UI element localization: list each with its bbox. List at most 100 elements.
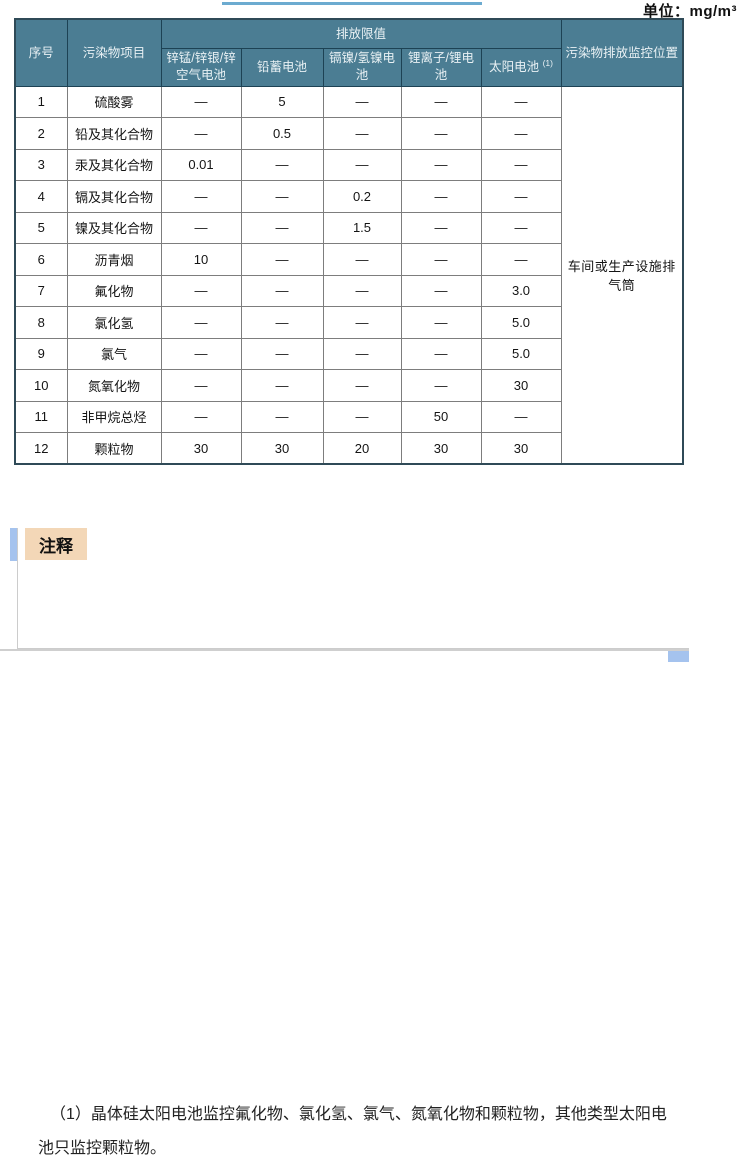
- header-pollutant: 污染物项目: [66, 18, 162, 87]
- table-row: 11 非甲烷总烃 — — — 50 —: [14, 400, 683, 433]
- limit-value-cell: —: [160, 117, 242, 150]
- row-number-cell: 12: [14, 432, 68, 465]
- bottom-divider: [0, 649, 689, 651]
- pollutant-name-cell: 氟化物: [66, 274, 162, 307]
- limit-value-cell: —: [240, 306, 324, 339]
- limit-value-cell: —: [160, 211, 242, 244]
- table-row: 4 镉及其化合物 — — 0.2 — —: [14, 180, 683, 213]
- limit-value-cell: —: [322, 337, 402, 370]
- table-row: 8 氯化氢 — — — — 5.0: [14, 306, 683, 339]
- limit-value-cell: —: [400, 148, 482, 181]
- row-number-cell: 3: [14, 148, 68, 181]
- limit-value-cell: —: [322, 148, 402, 181]
- limit-value-cell: —: [322, 117, 402, 150]
- table-row: 2 铅及其化合物 — 0.5 — — —: [14, 117, 683, 150]
- limit-value-cell: —: [160, 400, 242, 433]
- pollutant-name-cell: 非甲烷总烃: [66, 400, 162, 433]
- table-row: 1 硫酸雾 — 5 — — — 车间或生产设施排气筒: [14, 85, 684, 465]
- row-number-cell: 11: [14, 400, 68, 433]
- monitor-location-cell: 车间或生产设施排气筒: [560, 85, 684, 465]
- limit-value-cell: 0.5: [240, 117, 324, 150]
- limit-value-cell: 5.0: [480, 306, 562, 339]
- pollutant-name-cell: 镍及其化合物: [66, 211, 162, 244]
- limit-value-cell: —: [160, 180, 242, 213]
- limit-value-cell: 30: [480, 432, 562, 465]
- footnote-marker: (1): [542, 58, 553, 69]
- limit-value-cell: 30: [480, 369, 562, 402]
- header-no: 序号: [14, 18, 68, 87]
- limit-value-cell: —: [240, 180, 324, 213]
- battery-type-label: 铅蓄电池: [256, 60, 307, 75]
- limit-value-cell: —: [160, 85, 242, 118]
- row-number-cell: 5: [14, 211, 68, 244]
- limit-value-cell: 50: [400, 400, 482, 433]
- limit-value-cell: —: [400, 274, 482, 307]
- unit-label: 单位：mg/m³: [642, 3, 737, 20]
- limit-value-cell: —: [400, 243, 482, 276]
- limit-value-cell: —: [322, 85, 402, 118]
- limit-value-cell: —: [322, 369, 402, 402]
- table-row: 10 氮氧化物 — — — — 30: [14, 369, 683, 402]
- row-number-cell: 2: [14, 117, 68, 150]
- limit-value-cell: —: [160, 369, 242, 402]
- limit-value-cell: 0.01: [160, 148, 242, 181]
- table-header: 序号 污染物项目 排放限值 污染物排放监控位置 锌锰/锌银/锌空气电池 铅蓄电池…: [14, 18, 684, 87]
- pollutant-name-cell: 镉及其化合物: [66, 180, 162, 213]
- pollutant-name-cell: 氮氧化物: [66, 369, 162, 402]
- limit-value-cell: —: [322, 306, 402, 339]
- battery-type-label: 镉镍/氢镍电池: [329, 51, 395, 83]
- header-battery-zinc: 锌锰/锌银/锌空气电池: [160, 47, 242, 87]
- limit-value-cell: 5.0: [480, 337, 562, 370]
- note-text: （1）晶体硅太阳电池监控氟化物、氯化氢、氯气、氮氧化物和颗粒物，其他类型太阳电池…: [38, 1106, 667, 1157]
- pollutant-name-cell: 汞及其化合物: [66, 148, 162, 181]
- pollutant-name-cell: 铅及其化合物: [66, 117, 162, 150]
- row-number-cell: 6: [14, 243, 68, 276]
- table-row: 6 沥青烟 10 — — — —: [14, 243, 683, 276]
- header-battery-lead: 铅蓄电池: [240, 47, 324, 87]
- emission-limits-table-container: 序号 污染物项目 排放限值 污染物排放监控位置 锌锰/锌银/锌空气电池 铅蓄电池…: [14, 18, 685, 465]
- table-body: 1 硫酸雾 — 5 — — — 车间或生产设施排气筒 2 铅及其化合物 — 0.…: [14, 85, 684, 465]
- note-accent-bar: [10, 528, 17, 561]
- pollutant-name-cell: 硫酸雾: [66, 85, 162, 118]
- row-number-cell: 7: [14, 274, 68, 307]
- limit-value-cell: —: [400, 369, 482, 402]
- header-monitor-location: 污染物排放监控位置: [560, 18, 684, 87]
- limit-value-cell: —: [240, 337, 324, 370]
- limit-value-cell: —: [240, 148, 324, 181]
- header-battery-liion: 锂离子/锂电池: [400, 47, 482, 87]
- limit-value-cell: 1.5: [322, 211, 402, 244]
- limit-value-cell: —: [480, 148, 562, 181]
- pollutant-name-cell: 氯气: [66, 337, 162, 370]
- limit-value-cell: 30: [240, 432, 324, 465]
- row-number-cell: 1: [14, 85, 68, 118]
- battery-type-label: 锌锰/锌银/锌空气电池: [166, 51, 236, 83]
- limit-value-cell: —: [400, 117, 482, 150]
- row-number-cell: 8: [14, 306, 68, 339]
- banner-underline: [222, 2, 482, 5]
- limit-value-cell: —: [240, 400, 324, 433]
- limit-value-cell: —: [480, 180, 562, 213]
- limit-value-cell: —: [322, 274, 402, 307]
- table-row: 5 镍及其化合物 — — 1.5 — —: [14, 211, 683, 244]
- header-battery-solar: 太阳电池 (1): [480, 47, 562, 87]
- table-row: 12 颗粒物 30 30 20 30 30: [14, 432, 683, 465]
- row-number-cell: 9: [14, 337, 68, 370]
- limit-value-cell: 3.0: [480, 274, 562, 307]
- table-row: 9 氯气 — — — — 5.0: [14, 337, 683, 370]
- row-number-cell: 10: [14, 369, 68, 402]
- limit-value-cell: —: [400, 180, 482, 213]
- limit-value-cell: —: [480, 400, 562, 433]
- note-label: 注释: [25, 528, 87, 560]
- limit-value-cell: 30: [160, 432, 242, 465]
- pollutant-name-cell: 沥青烟: [66, 243, 162, 276]
- limit-value-cell: —: [400, 337, 482, 370]
- limit-value-cell: —: [160, 337, 242, 370]
- scrollbar-thumb[interactable]: [668, 651, 689, 662]
- limit-value-cell: 0.2: [322, 180, 402, 213]
- limit-value-cell: —: [160, 274, 242, 307]
- limit-value-cell: —: [240, 369, 324, 402]
- limit-value-cell: —: [480, 211, 562, 244]
- table-row: 3 汞及其化合物 0.01 — — — —: [14, 148, 683, 181]
- limit-value-cell: —: [480, 243, 562, 276]
- limit-value-cell: —: [400, 306, 482, 339]
